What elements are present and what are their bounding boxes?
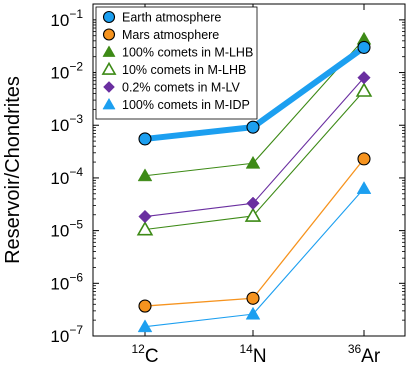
legend-item: Earth atmosphere: [102, 10, 221, 25]
x-tick-label: 12C: [131, 342, 158, 365]
legend-label: 10% comets in M-LHB: [122, 63, 246, 77]
series-100-comets-in-m-lhb: [137, 31, 372, 182]
legend-item: 100% comets in M-LHB: [102, 45, 253, 60]
series-earth-atmosphere: [138, 40, 371, 146]
legend-label: Earth atmosphere: [122, 11, 221, 25]
series-layer: [136, 31, 373, 333]
data-point: [138, 132, 152, 146]
legend-label: 100% comets in M-IDP: [122, 98, 250, 112]
data-point: [246, 291, 260, 305]
data-point: [246, 196, 260, 210]
data-point: [137, 319, 153, 333]
series-10-comets-in-m-lhb: [136, 82, 373, 236]
legend-item: 10% comets in M-LHB: [101, 61, 246, 77]
x-tick-label: 36Ar: [348, 342, 381, 365]
legend-item: 100% comets in M-IDP: [102, 97, 250, 112]
series-mars-atmosphere: [138, 152, 371, 313]
data-point: [245, 306, 261, 320]
series-0-2-comets-in-m-lv: [138, 71, 371, 224]
legend-item: Mars atmosphere: [102, 28, 219, 42]
data-point: [246, 120, 260, 134]
legend-marker: [101, 61, 117, 75]
data-point: [357, 40, 371, 54]
data-point: [357, 71, 371, 85]
x-axis: 12C 14N 36Ar: [131, 4, 381, 365]
legend-marker: [102, 28, 116, 41]
legend-marker: [102, 10, 116, 24]
data-point: [357, 152, 371, 166]
data-point: [138, 299, 152, 313]
y-tick-label: 10−4: [50, 165, 83, 188]
data-point: [137, 168, 153, 182]
legend-label: 0.2% comets in M-LV: [122, 81, 241, 95]
plot-area: 10−7 10−6 10−5 10−4 10−3 10−2 10−1 12C 14N 36Ar: [50, 3, 406, 365]
legend-item: 0.2% comets in M-LV: [103, 81, 241, 95]
plot-frame: [92, 3, 406, 337]
legend-marker: [102, 45, 116, 57]
y-tick-label: 10−2: [50, 60, 83, 83]
data-point: [244, 207, 262, 222]
legend-label: 100% comets in M-LHB: [122, 46, 253, 60]
y-tick-label: 10−6: [50, 270, 83, 293]
y-tick-label: 10−7: [50, 323, 83, 346]
legend-box: [95, 6, 258, 120]
series-100-comets-in-m-idp: [137, 181, 372, 333]
legend-label: Mars atmosphere: [122, 28, 219, 42]
series-line: [144, 158, 365, 307]
data-point: [138, 209, 152, 224]
y-tick-label: 10−1: [50, 7, 83, 30]
series-line: [144, 188, 365, 328]
data-point: [245, 155, 261, 169]
data-point: [355, 82, 373, 97]
data-point: [136, 220, 154, 236]
y-axis: 10−7 10−6 10−5 10−4 10−3 10−2 10−1: [50, 3, 405, 346]
data-point: [356, 181, 372, 194]
x-tick-label: 14N: [239, 342, 266, 365]
y-tick-label: 10−5: [50, 218, 83, 241]
y-tick-label: 10−3: [50, 112, 83, 135]
legend-marker: [103, 81, 115, 93]
legend: Earth atmosphere Mars atmosphere 100% come…: [95, 6, 258, 120]
legend-marker: [102, 97, 116, 110]
y-axis-label: Reservoir/Chondrites: [2, 76, 24, 264]
